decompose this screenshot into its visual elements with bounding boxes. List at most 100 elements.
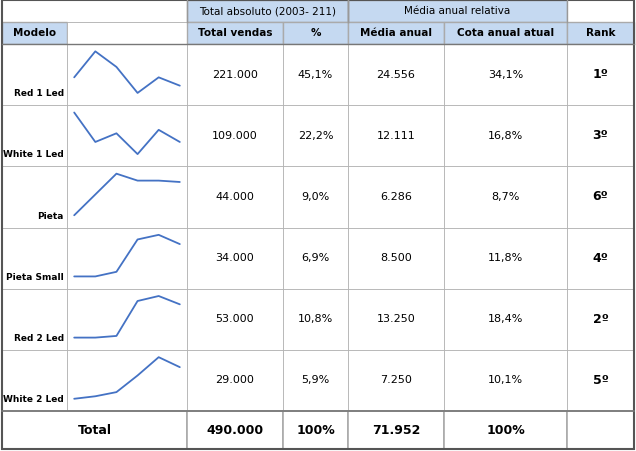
Text: 221.000: 221.000 [212, 69, 258, 79]
Text: 4º: 4º [593, 252, 609, 265]
Bar [283, 227, 348, 289]
Text: 10,1%: 10,1% [488, 375, 523, 386]
Text: Total: Total [78, 423, 111, 437]
Text: 22,2%: 22,2% [298, 131, 333, 141]
Text: 13.250: 13.250 [377, 314, 415, 324]
Bar [187, 166, 283, 227]
Bar [283, 411, 348, 449]
Bar [2, 44, 67, 105]
Bar [2, 166, 67, 227]
Bar [567, 411, 634, 449]
Text: 6,9%: 6,9% [301, 253, 329, 263]
Text: 16,8%: 16,8% [488, 131, 523, 141]
Text: 24.556: 24.556 [377, 69, 415, 79]
Text: 5,9%: 5,9% [301, 375, 329, 386]
Text: Cota anual atual: Cota anual atual [457, 28, 554, 38]
Text: %: % [310, 28, 321, 38]
Bar [444, 105, 567, 166]
Bar [348, 105, 444, 166]
Text: 10,8%: 10,8% [298, 314, 333, 324]
Text: 8.500: 8.500 [380, 253, 412, 263]
Bar [67, 227, 187, 289]
Text: 12.111: 12.111 [377, 131, 415, 141]
Bar [444, 350, 567, 411]
Bar [67, 105, 187, 166]
Bar [444, 289, 567, 350]
Bar [444, 22, 567, 44]
Bar [283, 350, 348, 411]
Bar [187, 411, 283, 449]
Bar [187, 350, 283, 411]
Text: Total vendas: Total vendas [198, 28, 272, 38]
Text: 71.952: 71.952 [372, 423, 420, 437]
Text: 3º: 3º [593, 129, 609, 142]
Text: 53.000: 53.000 [216, 314, 254, 324]
Text: 11,8%: 11,8% [488, 253, 523, 263]
Bar [567, 0, 634, 22]
Text: 109.000: 109.000 [212, 131, 258, 141]
Bar [348, 289, 444, 350]
Text: 45,1%: 45,1% [298, 69, 333, 79]
Bar [567, 289, 634, 350]
Text: 7.250: 7.250 [380, 375, 412, 386]
Bar [283, 166, 348, 227]
Text: 29.000: 29.000 [216, 375, 254, 386]
Text: 44.000: 44.000 [216, 192, 254, 202]
Bar [187, 105, 283, 166]
Text: 6º: 6º [593, 190, 609, 203]
Bar [348, 227, 444, 289]
Bar [567, 105, 634, 166]
Text: Total absoluto (2003- 211): Total absoluto (2003- 211) [199, 6, 336, 16]
Bar [2, 227, 67, 289]
Bar [348, 350, 444, 411]
Bar [187, 22, 283, 44]
Bar [2, 411, 187, 449]
Bar [283, 44, 348, 105]
Text: 5º: 5º [593, 374, 609, 387]
Bar [348, 411, 444, 449]
Bar [67, 166, 187, 227]
Text: Pieta Small: Pieta Small [6, 273, 64, 282]
Text: 2º: 2º [593, 313, 609, 326]
Bar [348, 0, 567, 22]
Text: 1º: 1º [593, 68, 609, 81]
Bar [567, 166, 634, 227]
Text: Rank: Rank [586, 28, 615, 38]
Bar [2, 350, 67, 411]
Bar [444, 227, 567, 289]
Text: 9,0%: 9,0% [301, 192, 329, 202]
Bar [187, 0, 348, 22]
Bar [187, 227, 283, 289]
Text: 490.000: 490.000 [207, 423, 263, 437]
Text: 6.286: 6.286 [380, 192, 412, 202]
Text: 8,7%: 8,7% [492, 192, 520, 202]
Bar [444, 411, 567, 449]
Bar [67, 44, 187, 105]
Bar [567, 44, 634, 105]
Text: 34,1%: 34,1% [488, 69, 523, 79]
Bar [283, 289, 348, 350]
Bar [444, 44, 567, 105]
Text: 34.000: 34.000 [216, 253, 254, 263]
Bar [67, 22, 187, 44]
Bar [187, 289, 283, 350]
Text: 100%: 100% [296, 423, 335, 437]
Text: Modelo: Modelo [13, 28, 56, 38]
Text: Pieta: Pieta [38, 212, 64, 221]
Text: Média anual: Média anual [360, 28, 432, 38]
Bar [67, 289, 187, 350]
Bar [283, 22, 348, 44]
Text: 18,4%: 18,4% [488, 314, 523, 324]
Bar [2, 22, 67, 44]
Text: White 1 Led: White 1 Led [3, 150, 64, 159]
Bar [444, 166, 567, 227]
Bar [567, 227, 634, 289]
Bar [2, 0, 187, 22]
Bar [567, 22, 634, 44]
Text: Média anual relativa: Média anual relativa [404, 6, 511, 16]
Bar [187, 44, 283, 105]
Bar [567, 350, 634, 411]
Text: White 2 Led: White 2 Led [3, 395, 64, 404]
Bar [2, 289, 67, 350]
Bar [283, 105, 348, 166]
